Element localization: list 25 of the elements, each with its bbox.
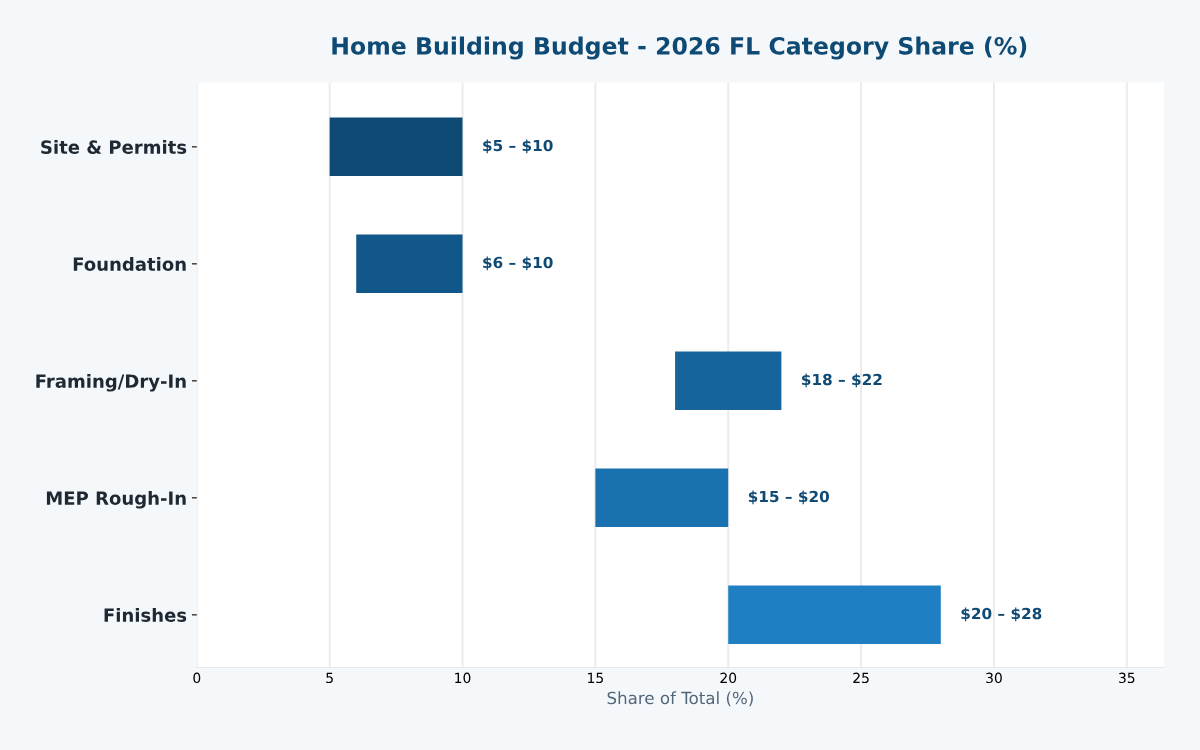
x-tick-label: 15: [588, 672, 603, 684]
x-axis-title: Share of Total (%): [607, 691, 753, 707]
annotation: $15 – $20: [748, 490, 829, 505]
bar: [675, 351, 782, 411]
bar: [356, 234, 463, 294]
annotation: $6 – $10: [483, 256, 553, 271]
annotation: $5 – $10: [483, 139, 553, 154]
x-tick-label: 10: [455, 672, 471, 684]
x-tick-label: 0: [193, 672, 201, 684]
y-tick-label: Foundation: [73, 256, 186, 271]
y-tick-label: MEP Rough-In: [46, 490, 186, 509]
x-tick-label: 30: [986, 672, 1002, 684]
y-tick-label: Framing/Dry-In: [36, 373, 186, 392]
x-tick-label: 5: [326, 672, 333, 684]
annotation: $20 – $28: [961, 607, 1042, 622]
bar: [329, 117, 463, 177]
y-tick-label: Finishes: [104, 607, 187, 622]
bar: [595, 468, 729, 528]
annotation: $18 – $22: [802, 373, 882, 388]
chart-title: Home Building Budget - 2026 FL Category Share (%): [332, 36, 1027, 60]
x-tick-label: 35: [1119, 672, 1135, 684]
x-tick-label: 20: [720, 672, 737, 684]
x-tick-label: 25: [853, 672, 869, 684]
bar: [728, 585, 941, 645]
y-tick-label: Site & Permits: [41, 139, 187, 154]
